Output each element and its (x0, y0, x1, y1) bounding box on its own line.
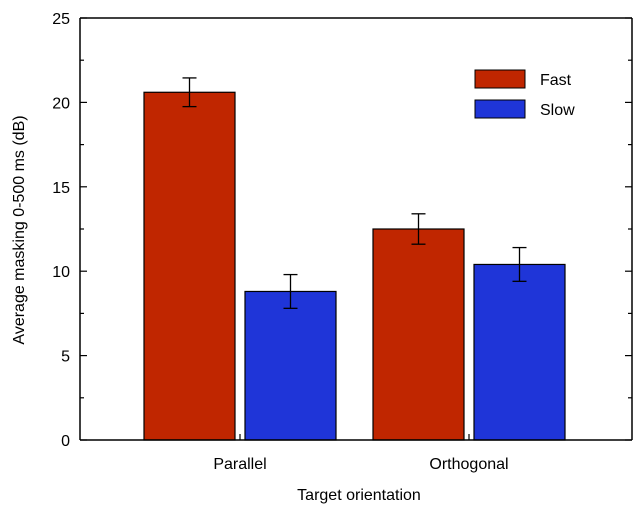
bars-layer (143, 91, 566, 441)
y-tick-label: 5 (61, 349, 70, 366)
x-tick-label: Orthogonal (429, 456, 508, 473)
legend-label-fast: Fast (540, 72, 572, 89)
y-tick-label: 0 (61, 433, 70, 450)
y-tick-label: 25 (52, 11, 70, 28)
y-tick-label: 20 (52, 95, 70, 112)
y-tick-label: 15 (52, 180, 70, 197)
legend: Fast Slow (474, 69, 575, 119)
x-tick-label: Parallel (213, 456, 266, 473)
bar-fast-parallel (143, 91, 236, 441)
y-axis-title: Average masking 0-500 ms (dB) (11, 115, 28, 344)
legend-swatch-slow (474, 99, 526, 119)
error-bars-layer (182, 77, 527, 309)
bar-slow-orthogonal (473, 263, 566, 441)
legend-label-slow: Slow (540, 102, 575, 119)
bar-slow-parallel (244, 290, 337, 441)
y-tick-label: 10 (52, 264, 70, 281)
legend-swatch-fast (474, 69, 526, 89)
bar-fast-orthogonal (372, 228, 465, 441)
axes-layer: 0 5 10 15 20 25 Parallel Orthogonal (52, 11, 633, 473)
x-axis-title: Target orientation (297, 487, 421, 504)
